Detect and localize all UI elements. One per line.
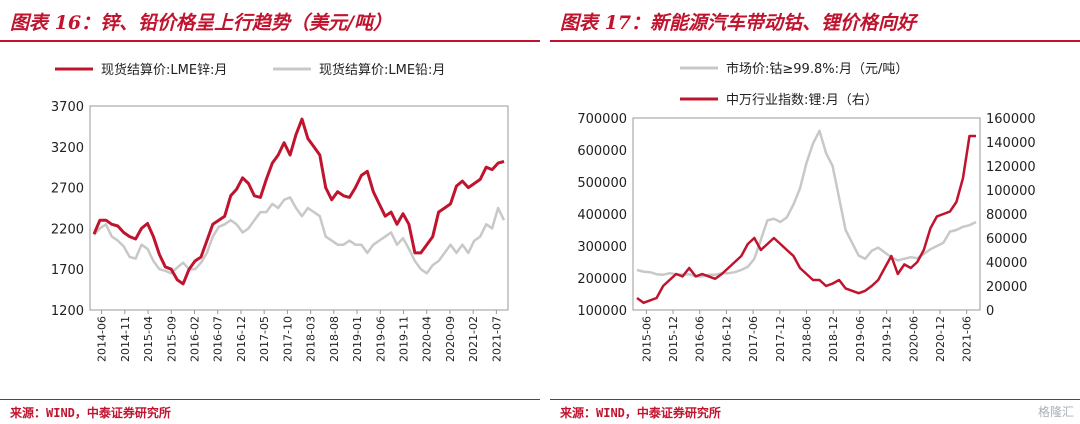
x-tick-label: 2020-12 bbox=[934, 316, 947, 362]
y-tick-label: 2200 bbox=[51, 222, 84, 237]
x-tick-label: 2015-06 bbox=[640, 316, 653, 362]
x-tick-label: 2018-03 bbox=[305, 316, 318, 362]
x-tick-label: 2014-06 bbox=[96, 316, 109, 362]
x-tick-label: 2016-07 bbox=[212, 316, 225, 362]
source-rule bbox=[0, 399, 540, 400]
y-tick-label-left: 300000 bbox=[577, 240, 627, 255]
x-tick-label: 2015-09 bbox=[165, 316, 178, 362]
series-line-lead bbox=[93, 196, 506, 275]
x-tick-label: 2018-12 bbox=[827, 316, 840, 362]
x-tick-label: 2016-12 bbox=[235, 316, 248, 362]
figure-title: 图表 17：新能源汽车带动钴、锂价格向好 bbox=[560, 12, 917, 34]
x-tick-label: 2017-10 bbox=[281, 316, 294, 362]
x-tick-label: 2021-02 bbox=[467, 316, 480, 362]
y-tick-label-right: 60000 bbox=[986, 232, 1027, 247]
series-line-cobalt bbox=[636, 129, 977, 278]
title-rule bbox=[550, 40, 1080, 42]
x-tick-label: 2016-02 bbox=[189, 316, 202, 362]
x-tick-label: 2016-06 bbox=[694, 316, 707, 362]
y-tick-label-right: 100000 bbox=[986, 184, 1036, 199]
watermark: 格隆汇 bbox=[1037, 405, 1074, 419]
x-tick-label: 2019-01 bbox=[351, 316, 364, 362]
x-tick-label: 2020-09 bbox=[444, 316, 457, 362]
figure-title: 图表 16：锌、铅价格呈上行趋势（美元/吨） bbox=[10, 12, 392, 34]
y-tick-label-right: 120000 bbox=[986, 160, 1036, 175]
x-tick-label: 2015-04 bbox=[142, 316, 155, 362]
y-tick-label-left: 700000 bbox=[577, 112, 627, 127]
y-tick-label: 3200 bbox=[51, 141, 84, 156]
x-tick-label: 2018-08 bbox=[328, 316, 341, 362]
y-tick-label-right: 160000 bbox=[986, 112, 1036, 127]
y-tick-label-left: 100000 bbox=[577, 304, 627, 319]
title-rule bbox=[0, 40, 540, 42]
series-line-zinc bbox=[92, 117, 505, 286]
series-line-lithium bbox=[636, 134, 976, 305]
x-tick-label: 2020-06 bbox=[907, 316, 920, 362]
y-tick-label: 2700 bbox=[51, 182, 84, 197]
x-tick-label: 2015-12 bbox=[667, 316, 680, 362]
legend-label: 现货结算价:LME铅:月 bbox=[319, 62, 445, 78]
y-tick-label-right: 80000 bbox=[986, 208, 1027, 223]
plot-frame bbox=[89, 105, 509, 311]
x-tick-label: 2021-07 bbox=[490, 316, 503, 362]
source-rule bbox=[550, 399, 1080, 400]
cobalt-lithium-price-chart: 市场价:钴≥99.8%:月（元/吨） 中万行业指数:锂:月（右） 100000 200… bbox=[577, 61, 1036, 362]
x-tick-label: 2019-06 bbox=[374, 316, 387, 362]
y-tick-label: 1700 bbox=[51, 263, 84, 278]
source-note: 来源：WIND，中泰证券研究所 bbox=[10, 406, 171, 420]
zinc-lead-price-chart: 现货结算价:LME锌:月 现货结算价:LME铅:月 1200 1700 2200 2700… bbox=[51, 62, 509, 362]
y-tick-label-left: 600000 bbox=[577, 144, 627, 159]
y-tick-label-right: 20000 bbox=[986, 280, 1027, 295]
figure-16-panel: 图表 16：锌、铅价格呈上行趋势（美元/吨） 现货结算价:LME锌:月 现货结算价… bbox=[0, 12, 540, 420]
plot-frame bbox=[632, 117, 981, 311]
x-tick-label: 2017-05 bbox=[258, 316, 271, 362]
source-note: 来源：WIND，中泰证券研究所 bbox=[560, 406, 721, 420]
x-tick-label: 2020-04 bbox=[421, 316, 434, 362]
y-tick-label-left: 500000 bbox=[577, 176, 627, 191]
legend-label: 市场价:钴≥99.8%:月（元/吨） bbox=[726, 61, 908, 77]
y-tick-label: 1200 bbox=[51, 304, 84, 319]
legend-label: 中万行业指数:锂:月（右） bbox=[726, 93, 878, 108]
x-tick-label: 2017-06 bbox=[747, 316, 760, 362]
x-tick-label: 2017-12 bbox=[774, 316, 787, 362]
y-tick-label-right: 40000 bbox=[986, 256, 1027, 271]
y-tick-label-left: 200000 bbox=[577, 272, 627, 287]
x-tick-label: 2014-11 bbox=[119, 316, 132, 362]
y-tick-label-left: 400000 bbox=[577, 208, 627, 223]
legend-label: 现货结算价:LME锌:月 bbox=[101, 62, 227, 78]
x-tick-label: 2019-06 bbox=[854, 316, 867, 362]
x-tick-label: 2019-11 bbox=[398, 316, 411, 362]
figure-17-panel: 图表 17：新能源汽车带动钴、锂价格向好 市场价:钴≥99.8%:月（元/吨） 中… bbox=[550, 0, 1080, 424]
x-tick-label: 2016-12 bbox=[720, 316, 733, 362]
y-tick-label-right: 0 bbox=[986, 304, 994, 319]
x-tick-label: 2018-06 bbox=[801, 316, 814, 362]
x-tick-label: 2019-12 bbox=[881, 316, 894, 362]
y-tick-label-right: 140000 bbox=[986, 136, 1036, 151]
x-tick-label: 2021-06 bbox=[961, 316, 974, 362]
y-tick-label: 3700 bbox=[51, 100, 84, 115]
